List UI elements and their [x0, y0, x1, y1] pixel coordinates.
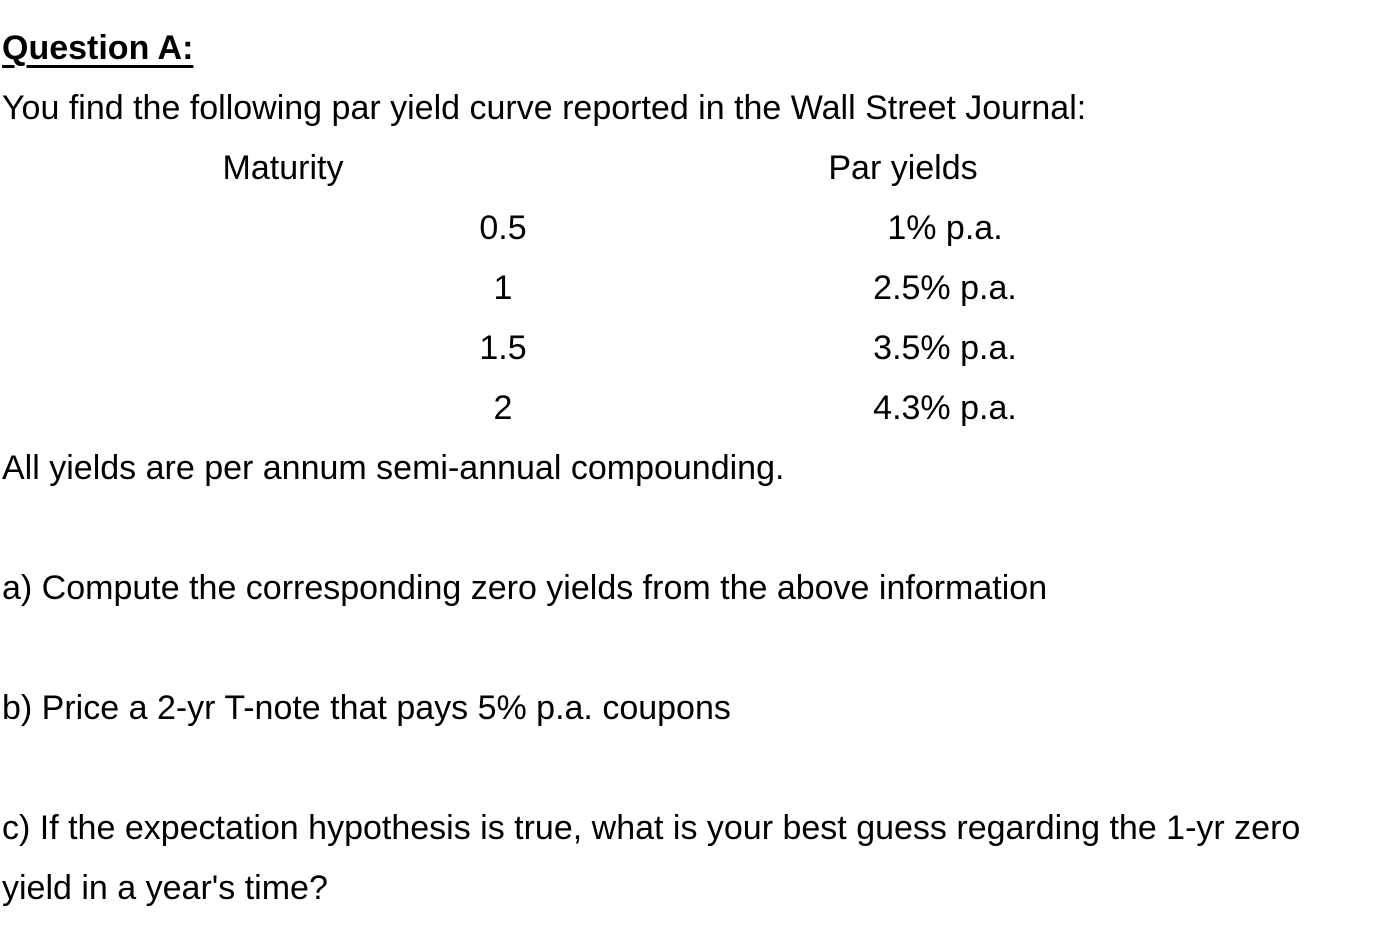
part-b: b) Price a 2-yr T-note that pays 5% p.a.… — [2, 689, 731, 727]
maturity-cell: 1 — [493, 269, 513, 307]
maturity-cell: 1.5 — [479, 329, 527, 367]
table-header: Maturity — [222, 149, 344, 187]
yield-cell: 2.5% p.a. — [873, 269, 1017, 307]
maturity-cell: 2 — [493, 389, 513, 427]
yield-cell: 4.3% p.a. — [873, 389, 1017, 427]
intro: You find the following par yield curve r… — [2, 89, 1087, 127]
part-a: a) Compute the corresponding zero yields… — [2, 569, 1048, 607]
yield-cell: 1% p.a. — [887, 209, 1003, 247]
table-header: Par yields — [828, 149, 978, 187]
maturity-cell: 0.5 — [479, 209, 527, 247]
part-c: c) If the expectation hypothesis is true… — [2, 809, 1301, 907]
question-title: Question A: — [2, 29, 194, 67]
note: All yields are per annum semi-annual com… — [2, 449, 785, 487]
yield-cell: 3.5% p.a. — [873, 329, 1017, 367]
